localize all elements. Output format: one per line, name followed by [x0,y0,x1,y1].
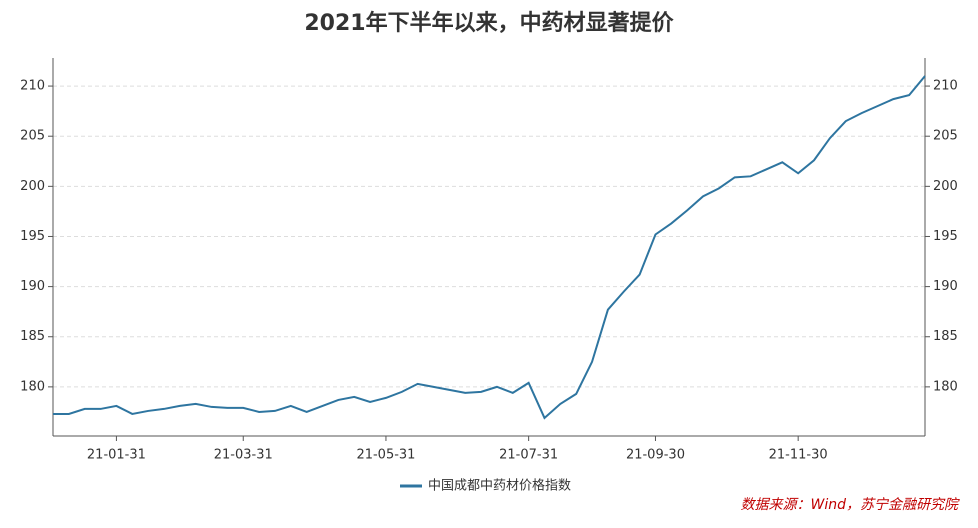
x-tick-label: 21-01-31 [87,448,146,463]
x-tick-label: 21-11-30 [769,448,828,463]
x-tick-label: 21-09-30 [626,448,685,463]
y2-tick-label: 200 [933,179,958,194]
y-tick-label: 180 [20,379,45,394]
y2-tick-label: 195 [933,229,958,244]
y-tick-label: 195 [20,229,45,244]
y-tick-label: 205 [20,129,45,144]
y-tick-label: 210 [20,79,45,94]
x-tick-label: 21-07-31 [499,448,558,463]
y2-tick-label: 205 [933,129,958,144]
y-tick-label: 185 [20,329,45,344]
y2-tick-label: 190 [933,279,958,294]
x-tick-label: 21-05-31 [356,448,415,463]
source-note: 数据来源：Wind，苏宁金融研究院 [741,497,960,513]
y-tick-label: 200 [20,179,45,194]
legend-label: 中国成都中药材价格指数 [428,478,571,494]
chart-title: 2021年下半年以来，中药材显著提价 [304,10,674,36]
y2-tick-label: 210 [933,79,958,94]
x-tick-label: 21-03-31 [214,448,273,463]
y2-tick-label: 185 [933,329,958,344]
line-series [53,75,926,420]
y2-tick-label: 180 [933,379,958,394]
y-tick-label: 190 [20,279,45,294]
